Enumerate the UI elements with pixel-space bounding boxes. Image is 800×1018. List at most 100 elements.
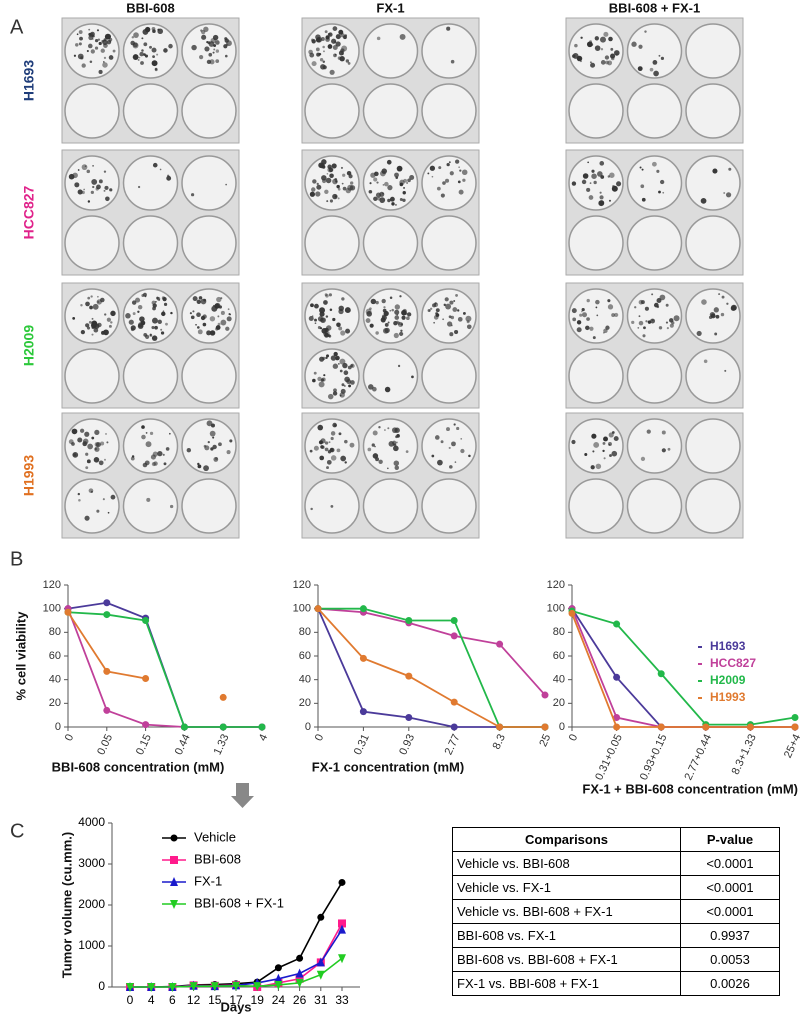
colony	[96, 299, 102, 305]
colony	[108, 324, 112, 328]
colony	[220, 310, 225, 315]
colony	[595, 299, 600, 305]
x-axis-label: Days	[220, 999, 251, 1014]
colony	[315, 47, 320, 52]
colony	[395, 435, 398, 439]
x-axis-label: BBI-608 concentration (mM)	[52, 759, 225, 774]
colony	[138, 56, 141, 59]
colony	[614, 312, 619, 318]
colony	[596, 314, 599, 317]
colony	[108, 55, 114, 60]
legend-label: H2009	[710, 673, 746, 687]
colony	[81, 164, 88, 171]
colony	[339, 358, 346, 365]
series-line	[317, 608, 545, 728]
well	[626, 83, 683, 139]
colony	[453, 300, 456, 303]
colony	[394, 309, 400, 315]
colony	[336, 184, 340, 189]
colony	[335, 180, 338, 183]
colony	[78, 42, 82, 46]
y-tick-label: 0	[55, 721, 61, 733]
colony	[152, 303, 157, 308]
colony	[600, 48, 604, 51]
colony	[209, 316, 216, 322]
colony	[449, 465, 453, 469]
colony	[637, 326, 640, 329]
colony	[331, 38, 337, 44]
colony	[724, 369, 727, 372]
colony	[203, 465, 209, 472]
colony	[312, 179, 317, 184]
marker	[496, 640, 504, 648]
x-tick-label: 0.15	[134, 732, 154, 756]
marker	[274, 964, 282, 972]
colony	[326, 459, 332, 465]
marker	[316, 970, 325, 980]
colony	[313, 445, 319, 451]
colony	[163, 302, 168, 307]
colony	[324, 30, 328, 34]
colony	[217, 322, 221, 326]
colony	[169, 432, 171, 435]
colony	[411, 375, 414, 379]
colony	[137, 185, 141, 189]
colony	[186, 447, 192, 453]
row-label: H2009	[21, 325, 37, 366]
colony	[653, 70, 659, 77]
colony	[142, 29, 149, 35]
colony	[337, 197, 340, 200]
well	[568, 215, 624, 271]
marker	[568, 609, 576, 617]
colony	[640, 184, 645, 189]
well	[181, 288, 237, 344]
colony	[460, 437, 463, 440]
colony	[631, 320, 635, 325]
colony	[139, 316, 145, 322]
colony	[387, 198, 391, 203]
colony	[130, 456, 135, 461]
colony	[586, 298, 590, 303]
marker	[613, 723, 621, 731]
marker	[316, 957, 325, 967]
colony	[79, 428, 85, 433]
table-cell: <0.0001	[680, 875, 780, 900]
x-tick-label: 26	[293, 993, 307, 1007]
colony	[638, 315, 641, 318]
y-tick-label: 40	[299, 674, 311, 686]
y-tick-label: 120	[547, 579, 565, 591]
colony	[207, 440, 210, 444]
marker	[103, 599, 111, 607]
colony	[590, 465, 595, 470]
colony	[152, 162, 158, 168]
colony	[323, 374, 326, 377]
colony	[196, 299, 202, 305]
colony	[429, 165, 436, 171]
colony	[608, 36, 613, 42]
plate	[565, 282, 744, 409]
colony	[608, 432, 614, 438]
colony	[660, 56, 665, 60]
colony	[326, 172, 329, 175]
colony	[94, 447, 97, 451]
colony	[602, 441, 606, 445]
colony	[394, 172, 399, 178]
colony	[220, 319, 227, 326]
colony	[433, 302, 439, 308]
colony	[151, 462, 156, 467]
colony	[379, 191, 385, 197]
well	[626, 288, 683, 344]
colony	[581, 312, 588, 318]
colony	[325, 37, 330, 42]
colony	[384, 181, 389, 187]
colony	[151, 47, 157, 53]
plate	[301, 17, 480, 144]
colony	[90, 295, 93, 298]
colony	[90, 190, 94, 194]
colony	[332, 44, 338, 50]
marker	[746, 723, 754, 731]
colony	[102, 498, 105, 501]
colony	[145, 334, 150, 339]
colony	[103, 189, 106, 192]
